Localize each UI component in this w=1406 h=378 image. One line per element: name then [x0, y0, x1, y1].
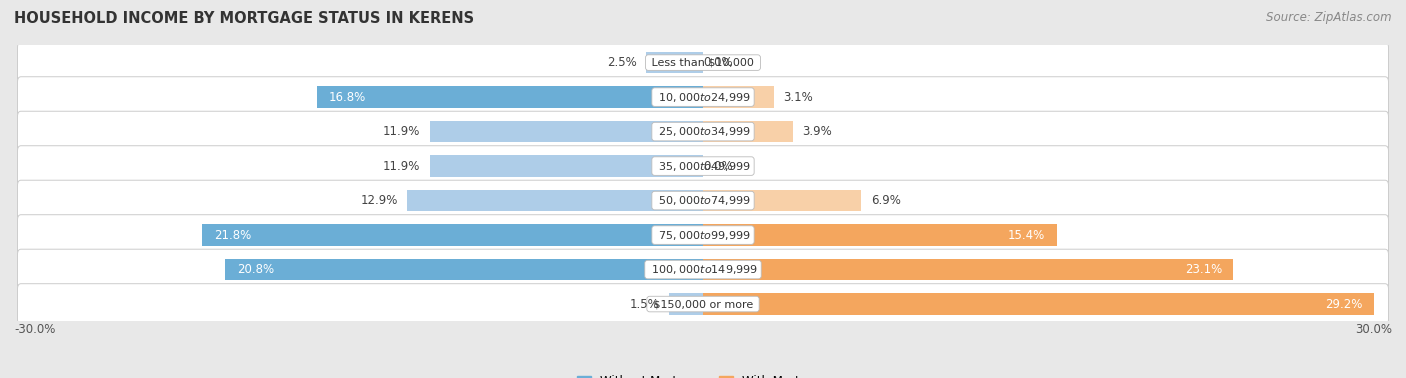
Bar — [703, 225, 1057, 246]
FancyBboxPatch shape — [17, 146, 1389, 186]
FancyBboxPatch shape — [17, 111, 1389, 152]
Bar — [406, 190, 703, 211]
Text: 11.9%: 11.9% — [384, 125, 420, 138]
FancyBboxPatch shape — [17, 42, 1389, 83]
Text: 16.8%: 16.8% — [329, 91, 366, 104]
Text: 6.9%: 6.9% — [870, 194, 900, 207]
Text: $75,000 to $99,999: $75,000 to $99,999 — [655, 229, 751, 242]
Text: 3.1%: 3.1% — [783, 91, 813, 104]
Text: 23.1%: 23.1% — [1185, 263, 1222, 276]
FancyBboxPatch shape — [17, 77, 1389, 118]
Bar — [703, 259, 1233, 280]
Text: HOUSEHOLD INCOME BY MORTGAGE STATUS IN KERENS: HOUSEHOLD INCOME BY MORTGAGE STATUS IN K… — [14, 11, 474, 26]
Text: $10,000 to $24,999: $10,000 to $24,999 — [655, 91, 751, 104]
FancyBboxPatch shape — [17, 284, 1389, 324]
Text: Source: ZipAtlas.com: Source: ZipAtlas.com — [1267, 11, 1392, 24]
FancyBboxPatch shape — [17, 249, 1389, 290]
Text: $50,000 to $74,999: $50,000 to $74,999 — [655, 194, 751, 207]
Bar — [202, 225, 703, 246]
FancyBboxPatch shape — [17, 215, 1389, 256]
Bar — [430, 155, 703, 177]
Text: 0.0%: 0.0% — [703, 56, 733, 69]
Text: 11.9%: 11.9% — [384, 160, 420, 173]
Text: -30.0%: -30.0% — [14, 323, 55, 336]
Text: 20.8%: 20.8% — [236, 263, 274, 276]
FancyBboxPatch shape — [17, 180, 1389, 221]
Bar — [703, 190, 862, 211]
Legend: Without Mortgage, With Mortgage: Without Mortgage, With Mortgage — [572, 370, 834, 378]
Text: 29.2%: 29.2% — [1324, 297, 1362, 311]
Bar — [669, 293, 703, 315]
Text: 0.0%: 0.0% — [703, 160, 733, 173]
Text: 1.5%: 1.5% — [630, 297, 659, 311]
Bar — [430, 121, 703, 142]
Text: $150,000 or more: $150,000 or more — [650, 299, 756, 309]
Text: Less than $10,000: Less than $10,000 — [648, 57, 758, 68]
Text: 21.8%: 21.8% — [214, 229, 252, 242]
Bar — [318, 87, 703, 108]
Text: $35,000 to $49,999: $35,000 to $49,999 — [655, 160, 751, 173]
Text: 12.9%: 12.9% — [360, 194, 398, 207]
Text: 15.4%: 15.4% — [1008, 229, 1045, 242]
Bar — [703, 293, 1374, 315]
Bar — [645, 52, 703, 73]
Text: 2.5%: 2.5% — [606, 56, 637, 69]
Text: $25,000 to $34,999: $25,000 to $34,999 — [655, 125, 751, 138]
Text: 3.9%: 3.9% — [801, 125, 831, 138]
Bar — [225, 259, 703, 280]
Bar — [703, 87, 775, 108]
Text: 30.0%: 30.0% — [1355, 323, 1392, 336]
Bar — [703, 121, 793, 142]
Text: $100,000 to $149,999: $100,000 to $149,999 — [648, 263, 758, 276]
